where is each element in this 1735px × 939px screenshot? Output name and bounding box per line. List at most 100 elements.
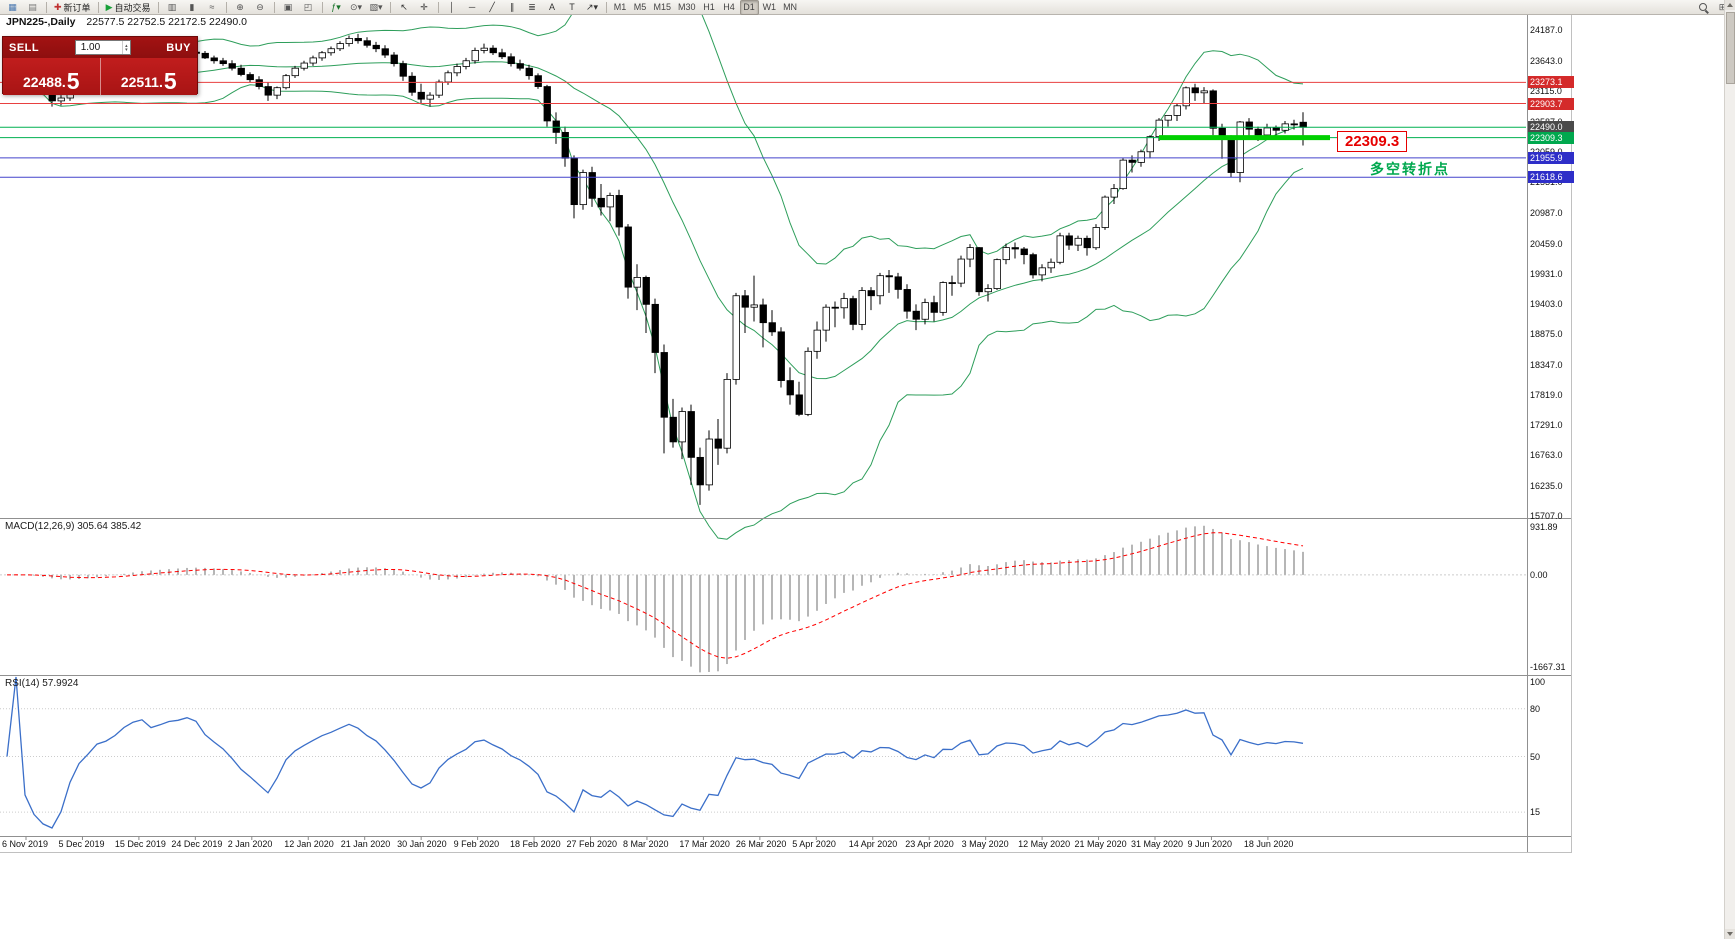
cursor-button[interactable]: ↖ [395,0,414,15]
horizontal-lines [0,81,1526,178]
search-button[interactable] [1693,0,1712,15]
timeframe-h4-button[interactable]: H4 [723,2,735,12]
toolbar-separator [157,1,159,13]
templates-button[interactable]: ▧▾ [367,0,386,15]
buy-button[interactable]: BUY [166,41,191,54]
arrows-icon: ↗▾ [586,1,599,12]
macd-label: MACD(12,26,9) 305.64 385.42 [5,521,142,532]
text-button[interactable]: A [543,0,562,15]
channel-button[interactable]: ∥ [503,0,522,15]
chart-ohlc: 22577.5 22752.5 22172.5 22490.0 [86,16,247,28]
chart-line-icon: ≈ [209,1,215,12]
turning-point-note: 多空转折点 [1370,161,1450,177]
toolbar-separator [321,1,323,13]
vertical-line-button[interactable]: │ [443,0,462,15]
toolbar-separator [225,1,227,13]
text-icon: A [549,1,556,12]
price-annotation: 22309.3 [1337,131,1408,152]
zoom-out-button[interactable]: ⊖ [251,0,270,15]
new-order-button[interactable]: ✚ 新订单 [51,0,94,15]
buy-price[interactable]: 22511. 5 [101,58,198,95]
periods-button[interactable]: ⊙▾ [347,0,366,15]
horizontal-line-icon: ─ [468,1,476,12]
arrows-button[interactable]: ↗▾ [583,0,602,15]
toolbar-separator [437,1,439,13]
tile-windows-button[interactable]: ▣ [279,0,298,15]
cascade-windows-icon: ◰ [303,1,313,12]
bollinger-bands [6,0,1304,540]
market-watch-icon: ⊞ [1718,1,1727,12]
trendline-button[interactable]: ╱ [483,0,502,15]
trade-panel-prices: 22488. 5 22511. 5 [3,58,197,95]
sell-price-big-digit: 5 [66,68,80,94]
vertical-line-icon: │ [449,1,455,12]
volume-input[interactable]: 1.00 [74,40,131,55]
new-order-label: 新订单 [63,2,91,13]
zoom-in-button[interactable]: ⊕ [231,0,250,15]
cursor-icon: ↖ [400,1,408,12]
toolbar-separator [97,1,99,13]
indicators-button[interactable]: ƒ▾ [327,0,346,15]
market-watch-button[interactable]: ⊞ [1713,0,1732,15]
fibonacci-button[interactable]: ≣ [523,0,542,15]
horizontal-line-button[interactable]: ─ [463,0,482,15]
scrollbar-thumb[interactable] [1726,12,1735,84]
timeframe-h1-button[interactable]: H1 [703,2,715,12]
zoom-out-icon: ⊖ [256,1,264,12]
trendline-icon: ╱ [489,1,495,12]
timeframe-m30-button[interactable]: M30 [678,2,696,12]
chart-bars-icon: ▥ [167,1,177,12]
vertical-scrollbar[interactable] [1724,0,1735,939]
one-click-trading-panel: SELL 1.00 BUY 22488.5 22511.5 [2,36,198,95]
auto-trading-button[interactable]: ▶ 自动交易 [103,0,154,15]
rsi-indicator [0,676,1526,829]
crosshair-icon: ✛ [420,1,428,12]
cascade-windows-button[interactable]: ◰ [299,0,318,15]
crosshair-button[interactable]: ✛ [415,0,434,15]
chart-profiles-button[interactable]: ▤ [23,0,42,15]
auto-trading-icon: ▶ [105,1,113,12]
templates-icon: ▧▾ [369,1,383,12]
scroll-down-arrow-icon[interactable] [1725,929,1735,939]
volume-down-arrow-icon[interactable] [125,48,128,52]
sell-button[interactable]: SELL [9,41,40,54]
chart-candles-button[interactable]: ▮ [183,0,202,15]
timeframe-m1-button[interactable]: M1 [613,2,627,12]
volume-value: 1.00 [80,42,101,53]
chart-symbol-period: JPN225-,Daily [6,16,76,28]
buy-price-big-digit: 5 [163,68,177,94]
toolbar-separator [389,1,391,13]
candles [3,33,1307,505]
toolbar: ▦ ▤ ✚ 新订单 ▶ 自动交易 ▥ ▮ ≈ ⊕ ⊖ ▣ ◰ ƒ▾ ⊙▾ ▧▾ ↖ ✛ │ ─ ╱ ∥ ≣ A T ↗▾ M1 M5 M… [0,0,1735,15]
indicators-icon: ƒ▾ [331,1,341,12]
tile-windows-icon: ▣ [283,1,293,12]
toolbar-separator [273,1,275,13]
buy-price-main: 22511. [120,74,163,90]
timeframe-m5-button[interactable]: M5 [633,2,647,12]
scroll-up-arrow-icon[interactable] [1725,0,1735,10]
timeframe-m15-button[interactable]: M15 [653,2,672,12]
chart-title: JPN225-,Daily 22577.5 22752.5 22172.5 22… [6,16,247,28]
volume-spinner[interactable] [122,41,130,54]
toolbar-separator [46,1,47,13]
fibonacci-icon: ≣ [528,1,536,12]
chart-bars-button[interactable]: ▥ [163,0,182,15]
new-chart-button[interactable]: ▦ [3,0,22,15]
text-label-button[interactable]: T [563,0,582,15]
timeframe-mn-button[interactable]: MN [783,2,798,12]
chart-line-button[interactable]: ≈ [203,0,222,15]
timeframe-d1-button[interactable]: D1 [739,0,759,15]
zoom-in-icon: ⊕ [236,1,244,12]
toolbar-separator [605,1,607,13]
sell-price-main: 22488. [22,74,66,90]
timeframe-w1-button[interactable]: W1 [762,2,777,12]
new-order-icon: ✚ [54,1,62,12]
macd-indicator [0,525,1526,673]
channel-icon: ∥ [509,1,515,12]
periods-icon: ⊙▾ [349,1,363,12]
trade-panel-divider [99,58,101,95]
new-chart-icon: ▦ [8,1,17,12]
sell-price[interactable]: 22488. 5 [3,58,100,95]
